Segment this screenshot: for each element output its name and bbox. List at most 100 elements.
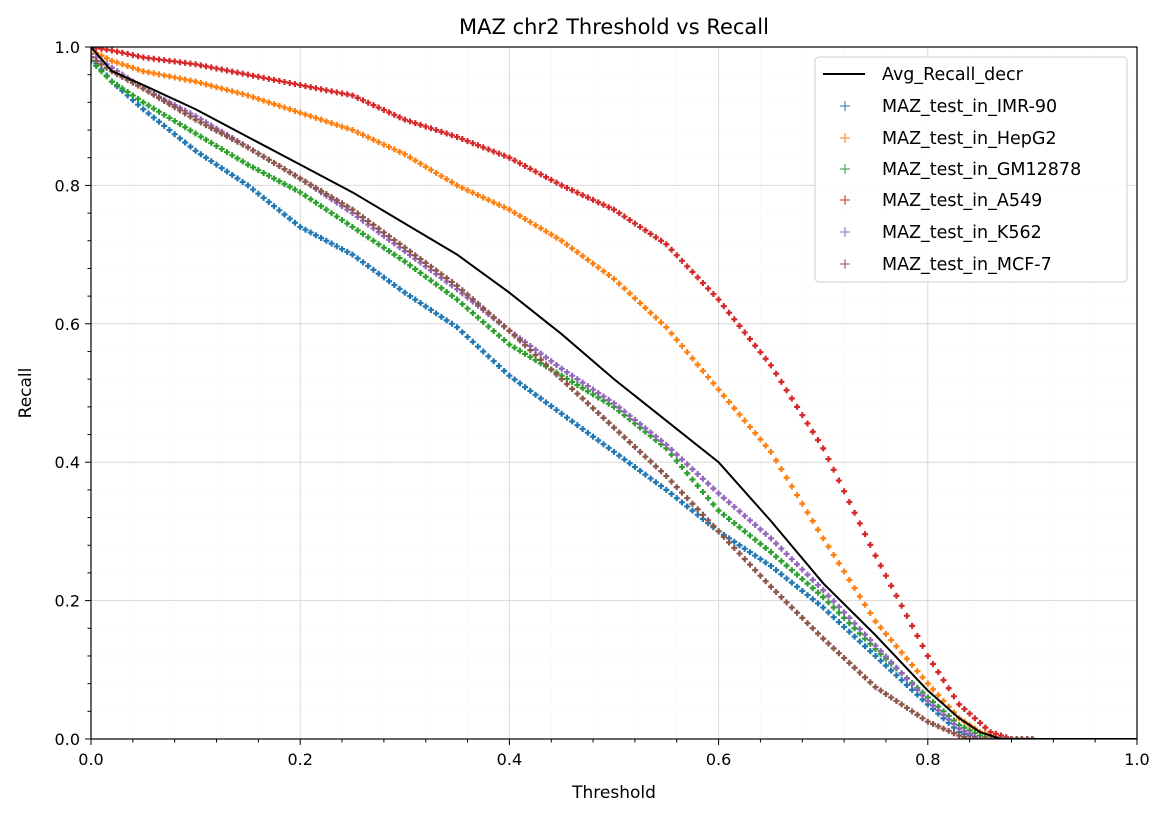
data-point <box>590 260 597 267</box>
data-point <box>966 736 973 739</box>
data-point <box>328 120 335 127</box>
data-point <box>940 711 947 718</box>
data-point <box>93 47 100 51</box>
data-point <box>176 59 183 66</box>
data-point <box>302 192 309 199</box>
series-line <box>91 47 1137 739</box>
data-point <box>778 378 785 385</box>
data-point <box>757 526 764 533</box>
data-point <box>1029 736 1036 739</box>
data-point <box>684 470 691 477</box>
data-point <box>380 244 387 251</box>
legend-label: MAZ_test_in_K562 <box>882 223 1042 243</box>
data-point <box>736 542 743 549</box>
data-point <box>605 272 612 279</box>
data-point <box>548 403 555 410</box>
data-point <box>799 412 806 419</box>
data-point <box>898 701 905 708</box>
data-point <box>391 111 398 118</box>
data-point <box>166 73 173 80</box>
data-point <box>187 60 194 67</box>
data-point <box>537 395 544 402</box>
data-point <box>961 706 968 713</box>
data-point <box>987 736 994 739</box>
data-point <box>841 655 848 662</box>
data-point <box>145 55 152 62</box>
data-point <box>924 652 931 659</box>
data-point <box>234 155 241 162</box>
data-point <box>302 178 309 185</box>
data-point <box>563 241 570 248</box>
data-point <box>459 329 466 336</box>
data-point <box>835 609 842 616</box>
data-point <box>584 383 591 390</box>
legend-marker-key <box>840 227 850 237</box>
data-point <box>135 101 142 108</box>
data-point <box>291 186 298 193</box>
data-point <box>752 536 759 543</box>
data-point <box>208 158 215 165</box>
data-point <box>203 154 210 161</box>
data-point <box>182 124 189 131</box>
data-point <box>203 136 210 143</box>
data-point <box>359 131 366 138</box>
data-point <box>767 448 774 455</box>
data-point <box>229 88 236 95</box>
data-point <box>574 249 581 256</box>
data-point <box>511 209 518 216</box>
data-point <box>229 172 236 179</box>
data-point <box>757 436 764 443</box>
data-point <box>443 317 450 324</box>
data-point <box>98 68 105 75</box>
data-point <box>746 561 753 568</box>
data-point <box>856 520 863 527</box>
data-point <box>631 295 638 302</box>
data-point <box>558 410 565 417</box>
data-point <box>145 102 152 109</box>
data-point <box>234 138 241 145</box>
data-point <box>563 369 570 376</box>
data-point <box>668 246 675 253</box>
data-point <box>380 141 387 148</box>
data-point <box>637 448 644 455</box>
data-point <box>527 165 534 172</box>
data-point <box>506 206 513 213</box>
data-point <box>155 108 162 115</box>
data-point <box>208 64 215 71</box>
data-point <box>563 381 570 388</box>
data-point <box>940 677 947 684</box>
data-point <box>427 125 434 132</box>
data-point <box>715 296 722 303</box>
data-point <box>480 305 487 312</box>
legend-marker-key <box>840 133 850 143</box>
legend-keys <box>823 73 865 269</box>
data-point <box>626 460 633 467</box>
data-point <box>726 398 733 405</box>
data-point <box>412 157 419 164</box>
data-point <box>192 78 199 85</box>
data-point <box>773 588 780 595</box>
data-point <box>888 667 895 674</box>
data-point <box>794 583 801 590</box>
data-point <box>799 587 806 594</box>
data-point <box>265 99 272 106</box>
data-point <box>621 456 628 463</box>
data-point <box>631 220 638 227</box>
data-point <box>433 310 440 317</box>
data-point <box>176 107 183 114</box>
data-point <box>752 552 759 559</box>
data-point <box>642 453 649 460</box>
data-point <box>678 456 685 463</box>
data-point <box>1003 736 1010 739</box>
data-point <box>673 484 680 491</box>
data-point <box>820 594 827 601</box>
data-point <box>569 245 576 252</box>
data-point <box>726 499 733 506</box>
data-point <box>396 114 403 121</box>
data-point <box>375 225 382 232</box>
data-point <box>213 84 220 91</box>
data-point <box>297 109 304 116</box>
series-markers <box>91 54 1036 739</box>
data-point <box>255 150 262 157</box>
data-point <box>684 349 691 356</box>
